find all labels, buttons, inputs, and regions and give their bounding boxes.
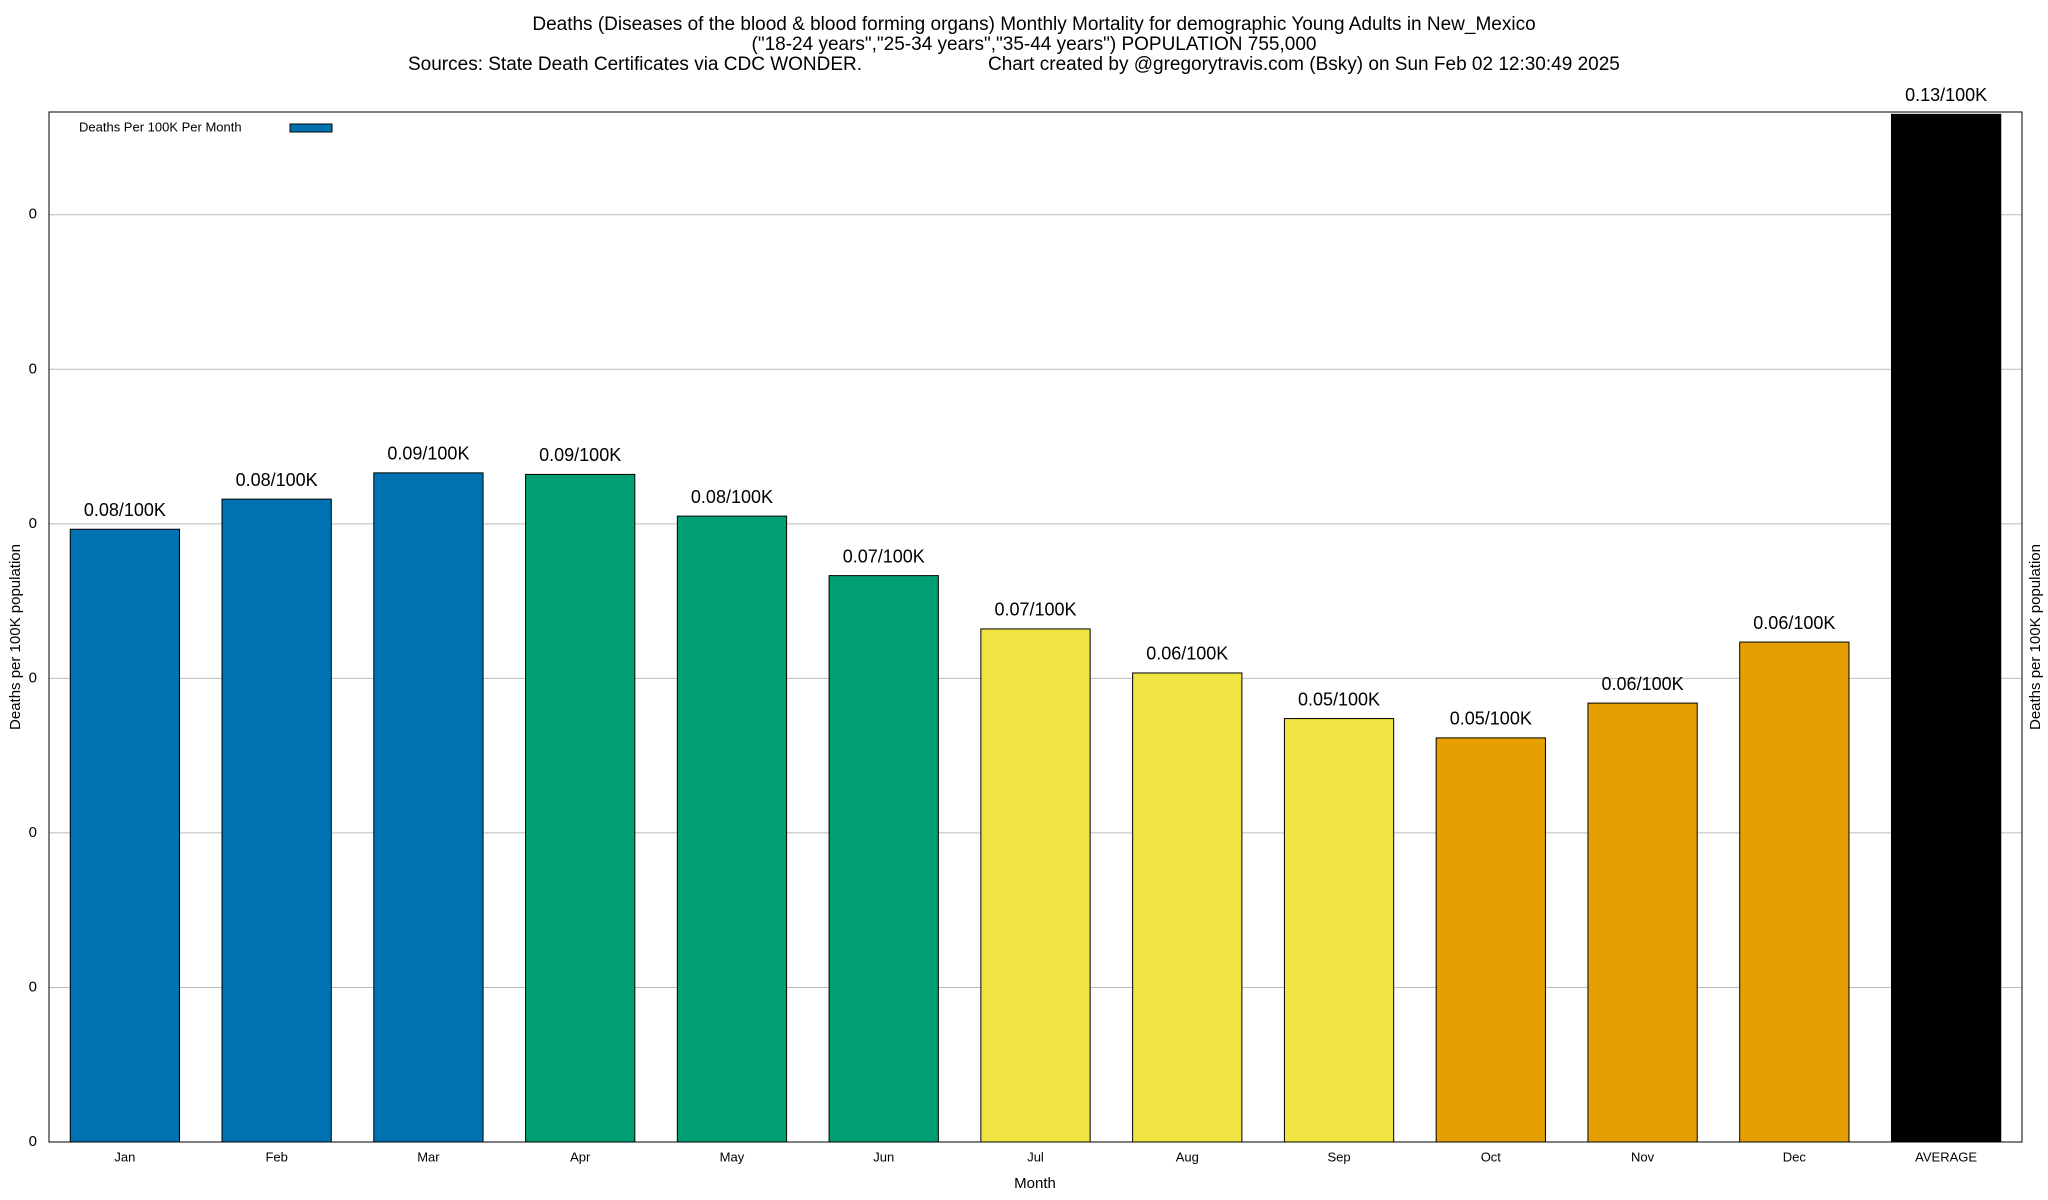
x-tick-label: Feb — [265, 1149, 287, 1164]
y-tick-label: 0 — [29, 360, 37, 377]
legend-label: Deaths Per 100K Per Month — [79, 119, 242, 134]
value-label: 0.07/100K — [994, 600, 1076, 620]
value-label: 0.09/100K — [539, 445, 621, 465]
x-tick-label: Jul — [1027, 1149, 1044, 1164]
value-label: 0.05/100K — [1298, 689, 1380, 709]
y-tick-label: 0 — [29, 978, 37, 995]
bar — [676, 515, 788, 1143]
legend-swatch — [289, 123, 333, 133]
bar — [828, 575, 939, 1143]
bar — [1283, 718, 1395, 1143]
chart-subtitle: ("18-24 years","25-34 years","35-44 year… — [752, 34, 1317, 55]
x-tick-label: Apr — [570, 1149, 591, 1164]
bar — [1132, 672, 1243, 1143]
x-axis-label: Month — [1014, 1175, 1056, 1192]
bar — [373, 472, 484, 1143]
y-tick-label: 0 — [29, 515, 37, 532]
bar — [1587, 702, 1698, 1143]
bar — [221, 498, 332, 1143]
value-label: 0.08/100K — [691, 487, 773, 507]
x-tick-label: Sep — [1327, 1149, 1350, 1164]
bar — [1435, 737, 1546, 1143]
source: Sources: State Death Certificates via CD… — [408, 54, 862, 75]
bar — [1890, 113, 2002, 1143]
x-tick-label: Dec — [1783, 1149, 1807, 1164]
value-label: 0.06/100K — [1602, 674, 1684, 694]
value-label: 0.13/100K — [1905, 85, 1987, 105]
y-tick-label: 0 — [29, 1133, 37, 1150]
value-label: 0.08/100K — [84, 500, 166, 520]
chart-title: Deaths (Diseases of the blood & blood fo… — [532, 14, 1535, 35]
value-label: 0.06/100K — [1753, 613, 1835, 633]
value-label: 0.08/100K — [236, 470, 318, 490]
value-label: 0.09/100K — [387, 444, 469, 464]
y-tick-label: 0 — [29, 669, 37, 686]
x-tick-label: AVERAGE — [1915, 1149, 1977, 1164]
x-tick-label: May — [720, 1149, 745, 1164]
x-tick-label: Jun — [873, 1149, 894, 1164]
bar — [980, 628, 1091, 1143]
bar — [69, 528, 181, 1143]
y-axis-label: Deaths per 100K population — [7, 544, 24, 730]
credit: Chart created by @gregorytravis.com (Bsk… — [988, 54, 1620, 75]
value-label: 0.07/100K — [843, 546, 925, 566]
x-tick-label: Jan — [114, 1149, 135, 1164]
bar — [1739, 641, 1850, 1143]
y-tick-label: 0 — [29, 824, 37, 841]
value-label: 0.06/100K — [1146, 644, 1228, 664]
x-tick-label: Nov — [1631, 1149, 1655, 1164]
x-tick-label: Mar — [417, 1149, 440, 1164]
x-tick-label: Aug — [1176, 1149, 1199, 1164]
y2-axis-label: Deaths per 100K population — [2027, 544, 2044, 730]
y-tick-label: 0 — [29, 206, 37, 223]
x-tick-label: Oct — [1481, 1149, 1502, 1164]
value-label: 0.05/100K — [1450, 709, 1532, 729]
bar — [525, 473, 636, 1143]
